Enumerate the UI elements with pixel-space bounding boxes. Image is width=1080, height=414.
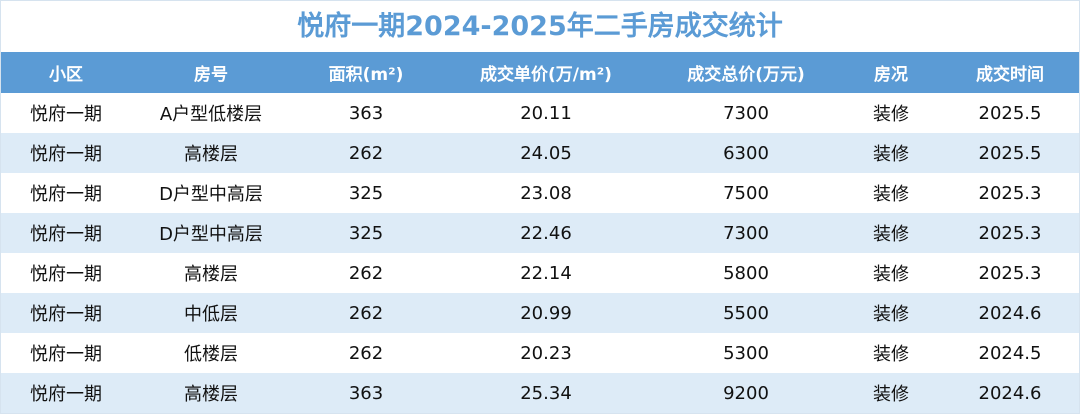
cell: 悦府一期 [30, 184, 102, 205]
cell: 装修 [873, 104, 909, 125]
cell: 5800 [723, 262, 769, 284]
cell: 装修 [841, 213, 941, 253]
cell: 262 [348, 262, 384, 284]
cell: 7500 [723, 182, 769, 204]
cell: 2025.3 [941, 213, 1079, 253]
cell: 5500 [651, 293, 841, 333]
cell: 2025.3 [978, 182, 1042, 204]
table-body: 悦府一期 A户型低楼层 363 20.11 7300 装修 2025.5 悦府一期 高楼层 262… [1, 93, 1079, 413]
cell: 22.46 [441, 213, 651, 253]
cell: 装修 [841, 373, 941, 413]
cell: 325 [291, 213, 441, 253]
table-row: 悦府一期 高楼层 262 22.14 5800 装修 2025.3 [1, 253, 1079, 293]
table-row: 悦府一期 高楼层 363 25.34 9200 装修 2024.6 [1, 373, 1079, 413]
cell: 悦府一期 [1, 373, 131, 413]
table-row: 悦府一期 低楼层 262 20.23 5300 装修 2024.5 [1, 333, 1079, 373]
column-header: 小区 [1, 52, 131, 93]
cell: 装修 [841, 133, 941, 173]
column-header: 成交时间 [941, 52, 1079, 93]
cell: 悦府一期 [1, 133, 131, 173]
cell: 325 [348, 182, 384, 204]
cell: 悦府一期 [30, 104, 102, 125]
column-header: 房况 [841, 52, 941, 93]
column-header: 成交总价(万元) [651, 52, 841, 93]
column-header: 面积(m²) [291, 52, 441, 93]
cell: 5300 [723, 342, 769, 364]
cell: 262 [291, 293, 441, 333]
cell: 高楼层 [131, 373, 291, 413]
cell: 低楼层 [184, 344, 238, 365]
cell: 20.11 [520, 102, 572, 124]
cell: 24.05 [441, 133, 651, 173]
table-row: 悦府一期 中低层 262 20.99 5500 装修 2024.6 [1, 293, 1079, 333]
cell: 2025.5 [941, 133, 1079, 173]
title: 悦府一期2024-2025年二手房成交统计 [297, 11, 783, 42]
cell: 装修 [841, 293, 941, 333]
column-header: 成交单价(万/m²) [441, 52, 651, 93]
cell: 悦府一期 [30, 344, 102, 365]
cell: 2024.5 [978, 342, 1042, 364]
table: 小区 房号 面积(m²) 成交单价(万/m²) 成交总价(万元) 房况 成交时间 悦府一期 A… [1, 52, 1079, 413]
cell: 装修 [873, 184, 909, 205]
table-row: 悦府一期 D户型中高层 325 22.46 7300 装修 2025.3 [1, 213, 1079, 253]
table-row: 悦府一期 A户型低楼层 363 20.11 7300 装修 2025.5 [1, 93, 1079, 133]
cell: 20.99 [441, 293, 651, 333]
cell: D户型中高层 [159, 184, 263, 205]
cell: 悦府一期 [1, 293, 131, 333]
cell: 23.08 [520, 182, 572, 204]
cell: A户型低楼层 [159, 104, 263, 125]
cell: 20.23 [520, 342, 572, 364]
cell: 9200 [651, 373, 841, 413]
column-header: 房号 [131, 52, 291, 93]
cell: 2024.6 [941, 293, 1079, 333]
cell: 装修 [873, 344, 909, 365]
cell: 高楼层 [131, 133, 291, 173]
cell: 363 [348, 102, 384, 124]
cell: 2025.3 [978, 262, 1042, 284]
cell: 7300 [723, 102, 769, 124]
cell: 2025.5 [978, 102, 1042, 124]
cell: 中低层 [131, 293, 291, 333]
cell: 装修 [873, 264, 909, 285]
cell: 262 [348, 342, 384, 364]
cell: 悦府一期 [1, 213, 131, 253]
cell: 悦府一期 [30, 264, 102, 285]
cell: 高楼层 [184, 264, 238, 285]
header-row: 小区 房号 面积(m²) 成交单价(万/m²) 成交总价(万元) 房况 成交时间 [1, 52, 1079, 93]
table-row: 悦府一期 D户型中高层 325 23.08 7500 装修 2025.3 [1, 173, 1079, 213]
cell: 22.14 [520, 262, 572, 284]
cell: 25.34 [441, 373, 651, 413]
cell: D户型中高层 [131, 213, 291, 253]
cell: 6300 [651, 133, 841, 173]
cell: 7300 [651, 213, 841, 253]
cell: 2024.6 [941, 373, 1079, 413]
cell: 363 [291, 373, 441, 413]
table-row: 悦府一期 高楼层 262 24.05 6300 装修 2025.5 [1, 133, 1079, 173]
cell: 262 [291, 133, 441, 173]
